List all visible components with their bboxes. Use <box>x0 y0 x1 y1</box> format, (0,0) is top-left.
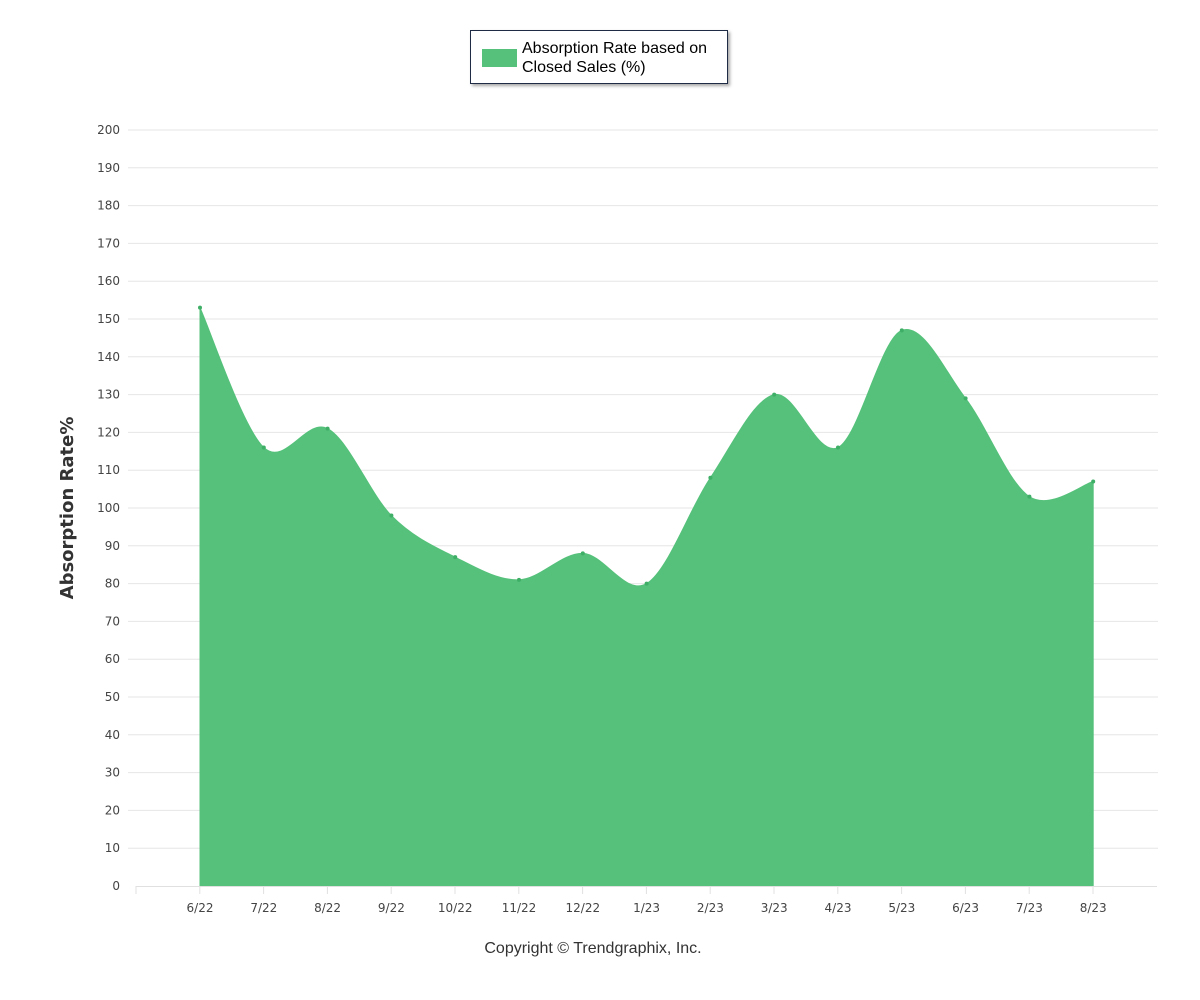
data-point <box>836 445 840 450</box>
y-tick-label: 50 <box>105 690 120 704</box>
area-series <box>198 305 1096 887</box>
data-point <box>517 577 521 582</box>
data-point <box>580 551 585 556</box>
x-tick-label: 11/22 <box>502 901 537 915</box>
x-axis <box>135 886 1157 894</box>
y-tick-label: 0 <box>112 879 120 893</box>
y-tick-label: 160 <box>97 274 120 288</box>
data-point <box>389 513 394 518</box>
x-tick-label: 7/23 <box>1016 901 1043 915</box>
x-tick-label: 8/22 <box>314 901 341 915</box>
x-tick-label: 9/22 <box>378 901 405 915</box>
area-fill <box>199 307 1094 887</box>
data-point <box>963 396 968 401</box>
y-tick-label: 40 <box>105 728 120 742</box>
data-point <box>1027 494 1032 499</box>
y-tick-label: 110 <box>97 463 120 477</box>
data-point <box>325 426 330 431</box>
data-point <box>772 392 777 397</box>
x-tick-label: 8/23 <box>1080 901 1107 915</box>
data-point <box>644 581 649 586</box>
y-tick-label: 150 <box>97 312 120 326</box>
y-axis-tick-labels: 0 10 20 30 40 50 60 70 80 90 100 110 120 130 140 150 160… <box>97 123 120 893</box>
y-tick-label: 200 <box>97 123 120 137</box>
y-tick-label: 140 <box>97 350 120 364</box>
y-tick-label: 30 <box>105 766 120 780</box>
data-point <box>1091 479 1096 484</box>
y-tick-label: 100 <box>97 501 120 515</box>
x-tick-label: 3/23 <box>761 901 788 915</box>
x-tick-label: 6/22 <box>187 901 214 915</box>
x-tick-label: 1/23 <box>633 901 660 915</box>
y-axis-label: Absorption Rate% <box>57 417 78 600</box>
y-tick-label: 130 <box>97 388 120 402</box>
legend-label: Absorption Rate based on Closed Sales (%… <box>522 40 708 76</box>
data-point <box>453 555 458 560</box>
data-point <box>198 305 202 310</box>
x-tick-label: 7/22 <box>250 901 277 915</box>
y-tick-label: 120 <box>97 425 120 439</box>
y-tick-label: 170 <box>97 236 120 250</box>
x-axis-tick-labels: 6/22 7/22 8/22 9/22 10/22 11/22 12/22 1/23 2/23 3… <box>187 901 1107 915</box>
x-tick-label: 5/23 <box>888 901 915 915</box>
y-tick-label: 190 <box>97 161 120 175</box>
legend-swatch <box>482 49 517 67</box>
x-tick-label: 2/23 <box>697 901 724 915</box>
y-tick-label: 10 <box>105 841 120 855</box>
data-point <box>261 445 266 450</box>
copyright-text: Copyright © Trendgraphix, Inc. <box>484 940 702 957</box>
x-tick-label: 6/23 <box>952 901 979 915</box>
y-tick-label: 70 <box>105 614 120 628</box>
x-tick-label: 4/23 <box>825 901 852 915</box>
y-tick-label: 20 <box>105 803 120 817</box>
data-point <box>708 475 713 480</box>
y-tick-label: 90 <box>105 539 120 553</box>
legend: Absorption Rate based on Closed Sales (%… <box>470 30 728 84</box>
x-tick-label: 10/22 <box>438 901 473 915</box>
y-tick-label: 80 <box>105 577 120 591</box>
y-tick-label: 60 <box>105 652 120 666</box>
data-point <box>899 328 904 333</box>
y-tick-label: 180 <box>97 199 120 213</box>
x-tick-label: 12/22 <box>566 901 601 915</box>
